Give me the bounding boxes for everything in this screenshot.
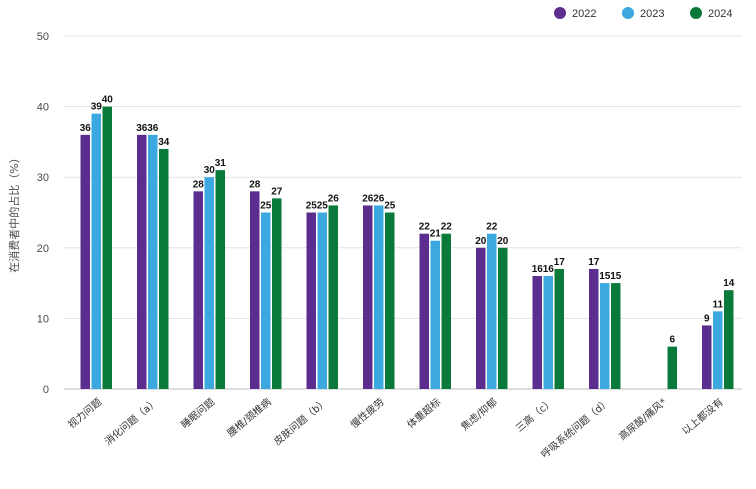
legend-marker [622,7,634,19]
data-label: 6 [669,335,675,346]
x-category-label: 体重超标 [404,395,443,431]
bar [80,134,90,389]
bar [667,346,677,389]
bar [317,212,327,389]
y-tick-label: 40 [37,102,49,114]
bar [102,106,112,389]
bar [91,113,101,389]
data-label: 26 [362,193,374,204]
bar [137,134,147,389]
data-label: 36 [147,123,159,134]
bar [702,325,712,389]
data-label: 20 [497,236,509,247]
bar [193,191,203,389]
data-label: 28 [193,179,205,190]
data-label: 11 [712,299,723,310]
x-category-label: 以上都没有 [679,395,726,437]
y-tick-label: 50 [37,31,49,43]
data-label: 22 [441,222,453,233]
bar [554,268,564,389]
data-label: 22 [486,222,498,233]
y-tick-label: 10 [37,313,49,325]
data-label: 22 [419,222,431,233]
data-label: 28 [249,179,261,190]
bar [204,177,214,389]
y-axis-title: 在消费者中的占比（%） [7,152,21,272]
y-tick-label: 0 [43,384,49,396]
bar [498,247,508,389]
data-label: 15 [599,271,611,282]
x-category-label: 消化问题（a） [102,395,161,447]
y-tick-label: 30 [37,172,49,184]
x-category-label: 视力问题 [65,395,104,431]
legend-label: 2023 [640,8,664,20]
bar [589,268,599,389]
x-category-label: 腰椎/颈椎病 [224,395,273,439]
legend-marker [690,7,702,19]
bar [441,233,451,389]
bar [543,276,553,389]
legend-label: 2024 [708,8,732,20]
data-label: 25 [317,201,329,212]
data-label: 36 [80,123,92,134]
bars [80,106,734,389]
x-category-label: 高尿酸/痛风* [616,395,669,442]
bar [306,212,316,389]
bar [159,148,169,389]
data-label: 15 [610,271,622,282]
data-label: 25 [306,201,318,212]
x-category-label: 睡眠问题 [178,395,217,431]
bar [328,205,338,389]
bar [600,283,610,389]
data-label: 9 [704,313,710,324]
data-label: 31 [215,158,227,169]
data-label: 25 [384,201,396,212]
gridlines [64,35,742,390]
y-tick-label: 20 [37,243,49,255]
data-label: 39 [91,102,103,113]
bar [374,205,384,389]
data-label: 36 [136,123,148,134]
bar [215,170,225,389]
data-label: 17 [554,257,566,268]
legend: 2022 2023 2024 [554,7,732,20]
bar [261,212,271,389]
x-category-label: 皮肤问题（b） [271,395,330,448]
data-label: 40 [102,95,114,106]
data-label: 27 [271,186,283,197]
data-label: 34 [158,137,170,148]
bar [611,283,621,389]
data-label: 14 [723,278,735,289]
x-category-label: 三高（c） [513,395,556,434]
bar [250,191,260,389]
bar [713,311,723,389]
data-label: 21 [430,229,442,240]
bar [363,205,373,389]
bar [724,290,734,389]
data-label: 26 [328,193,340,204]
legend-marker [554,7,566,19]
bar [419,233,429,389]
y-axis-ticks: 0 10 20 30 40 50 [37,31,49,396]
data-label: 25 [260,201,272,212]
bar [272,198,282,389]
bar [532,276,542,389]
x-category-label: 焦虑/抑郁 [458,395,500,433]
bar [148,134,158,389]
bar [430,240,440,389]
data-label: 16 [543,264,555,275]
data-label: 26 [373,193,385,204]
data-label: 16 [532,264,544,275]
data-label: 20 [475,236,487,247]
bar [476,247,486,389]
data-label: 17 [588,257,600,268]
bar [385,212,395,389]
data-label: 30 [204,165,216,176]
x-category-label: 慢性疲劳 [348,395,387,431]
bar [487,233,497,389]
legend-label: 2022 [572,8,596,20]
